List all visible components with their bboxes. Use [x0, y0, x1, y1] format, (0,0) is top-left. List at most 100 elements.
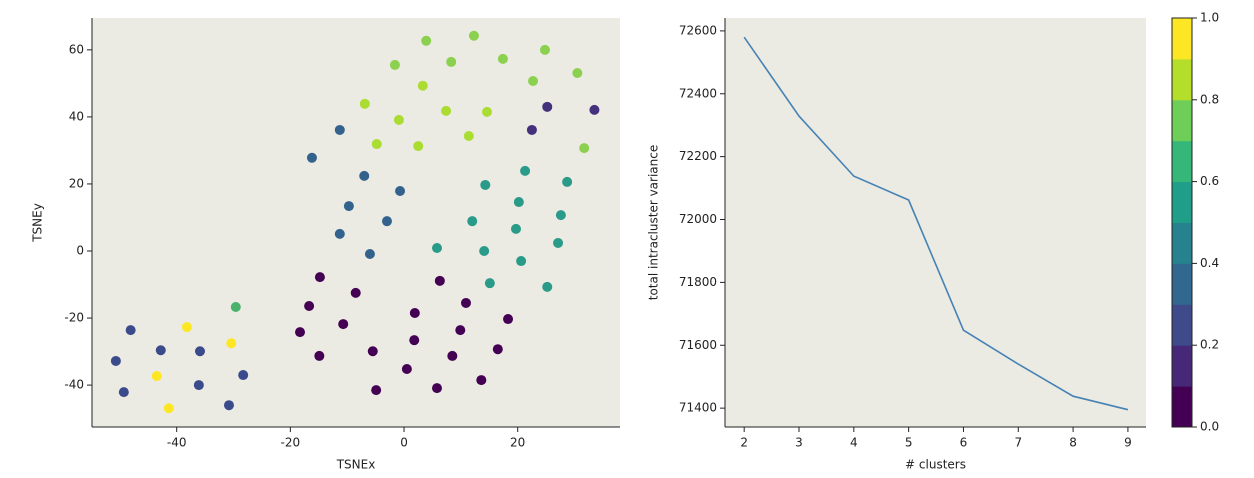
point [542, 101, 553, 112]
point [193, 380, 204, 391]
point [539, 44, 550, 55]
point [467, 216, 478, 227]
point [421, 35, 432, 46]
point [395, 185, 406, 196]
y-tick-label: 60 [69, 42, 84, 56]
x-tick-label: -40 [167, 436, 187, 450]
y-tick-label: 0 [76, 243, 84, 257]
x-tick-label: 5 [905, 436, 913, 450]
point [463, 131, 474, 142]
colorbar-band [1172, 222, 1192, 264]
point [441, 105, 452, 116]
point [223, 400, 234, 411]
point [367, 346, 378, 357]
point [359, 98, 370, 109]
x-tick-label: 6 [960, 436, 968, 450]
colorbar-tick-label: 0.8 [1200, 92, 1219, 106]
point [181, 322, 192, 333]
y-tick-label: 72400 [679, 86, 717, 100]
point [562, 176, 573, 187]
point [460, 297, 471, 308]
point [338, 319, 349, 330]
point [409, 335, 420, 346]
colorbar-band [1172, 181, 1192, 223]
y-tick-label: 71400 [679, 401, 717, 415]
point [334, 124, 345, 135]
line [743, 36, 1129, 411]
colorbar-band [1172, 345, 1192, 387]
y-axis-label: TSNEy [31, 203, 45, 243]
y-tick-label: 20 [69, 176, 84, 190]
point [431, 242, 442, 253]
point [110, 355, 121, 366]
colorbar-tick-label: 0.0 [1200, 420, 1219, 434]
colorbar-band [1172, 386, 1192, 428]
point [295, 327, 306, 338]
point [238, 370, 249, 381]
point [528, 76, 539, 87]
point [446, 56, 457, 67]
point [492, 344, 503, 355]
colorbar-band [1172, 304, 1192, 346]
x-tick-label: 20 [510, 436, 525, 450]
point [314, 272, 325, 283]
x-tick-label: 4 [850, 436, 858, 450]
point [455, 325, 466, 336]
point [155, 345, 166, 356]
x-tick-label: 2 [740, 436, 748, 450]
point [417, 80, 428, 91]
colorbar-tick-label: 0.2 [1200, 338, 1219, 352]
point [334, 228, 345, 239]
point [393, 114, 404, 125]
x-tick-label: 8 [1069, 436, 1077, 450]
colorbar-frame [1171, 17, 1193, 428]
point [572, 67, 583, 78]
point [434, 275, 445, 286]
y-tick-label: 40 [69, 109, 84, 123]
point [304, 300, 315, 311]
y-axis-label: total intracluster variance [647, 145, 661, 300]
point [510, 223, 521, 234]
point [479, 245, 490, 256]
x-tick-label: 9 [1124, 436, 1132, 450]
point [343, 201, 354, 212]
point [125, 325, 136, 336]
colorbar-band [1172, 99, 1192, 142]
point [401, 364, 412, 375]
x-tick-label: -20 [281, 436, 301, 450]
point [431, 383, 442, 394]
point [480, 179, 491, 190]
colorbar-tick-label: 1.0 [1200, 11, 1219, 25]
point [230, 301, 241, 312]
point [389, 59, 400, 70]
point [484, 278, 495, 289]
y-tick-label: 72600 [679, 23, 717, 37]
colorbar-band [1172, 140, 1192, 183]
y-tick-label: -20 [64, 311, 84, 325]
point [359, 170, 370, 181]
point [482, 106, 493, 117]
y-tick-label: 72000 [679, 212, 717, 226]
point [555, 210, 566, 221]
colorbar-band [1172, 18, 1192, 60]
point [350, 287, 361, 298]
point [371, 385, 382, 396]
point [381, 216, 392, 227]
x-axis-label: TSNEx [336, 458, 376, 472]
point [413, 141, 424, 152]
point [163, 403, 174, 414]
plot-background [725, 18, 1146, 427]
y-tick-label: 72200 [679, 149, 717, 163]
point [364, 249, 375, 260]
point [520, 165, 531, 176]
point [468, 30, 479, 41]
point [306, 152, 317, 163]
x-tick-label: 7 [1014, 436, 1022, 450]
point [476, 375, 487, 386]
y-tick-label: -40 [64, 378, 84, 392]
plot-background [92, 18, 620, 427]
point [589, 104, 600, 115]
point [497, 53, 508, 64]
y-tick-label: 71600 [679, 338, 717, 352]
